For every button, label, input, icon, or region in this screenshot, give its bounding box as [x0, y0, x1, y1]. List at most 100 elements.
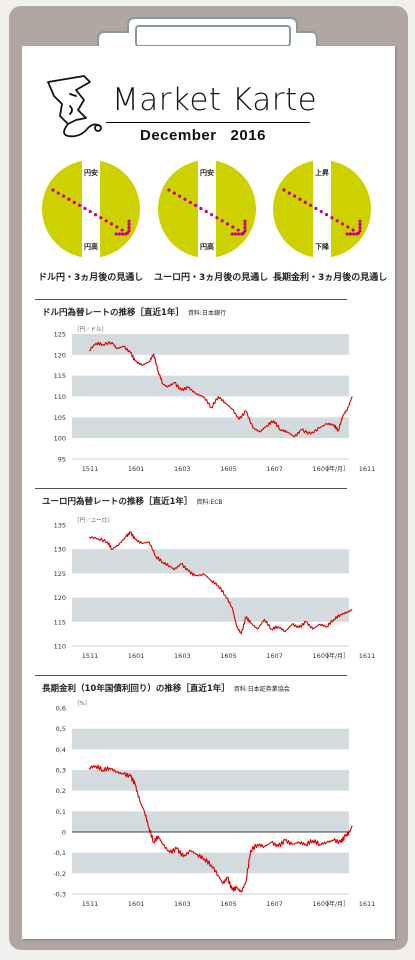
grid-band: [72, 375, 349, 397]
forecast-caption-eurjpy: ユーロ円・3ヵ月後の見通し: [154, 273, 269, 283]
y-tick-label: 0,1: [56, 808, 66, 816]
x-tick-label: 1605: [220, 652, 237, 660]
forecast-arrow-dot: [282, 188, 286, 192]
arrow-up-icon: [313, 152, 331, 158]
forecast-arrow-dot: [287, 191, 291, 195]
page-subtitle: December 2016: [140, 127, 266, 144]
title-rule: [106, 122, 310, 123]
forecast-arrow-dot: [236, 228, 240, 232]
forecast-arrow-dot: [183, 197, 187, 201]
x-tick-label: 1601: [128, 465, 145, 473]
forecast-arrowhead-dot: [348, 232, 352, 236]
forecast-arrow-dot: [225, 222, 230, 226]
forecast-arrowhead-dot: [243, 226, 247, 230]
y-tick-label: 0,5: [56, 725, 66, 733]
forecast-arrowhead-dot: [237, 232, 241, 236]
x-tick-label: 1601: [128, 652, 145, 660]
forecast-arrowhead-dot: [127, 229, 131, 233]
forecast-arrow-dot: [115, 225, 119, 229]
forecast-arrow-dot: [199, 206, 203, 211]
forecast-arrow-dot: [109, 222, 114, 226]
forecast-bottom-label: 円高: [84, 242, 98, 251]
x-tick-label: 1611: [359, 465, 376, 473]
y-tick-label: 0,2: [56, 787, 66, 795]
arrow-down-icon: [82, 262, 100, 268]
forecast-arrow-dot: [303, 200, 307, 204]
x-tick-label: 1607: [266, 900, 283, 908]
y-tick-label: -0,3: [53, 891, 66, 899]
x-unit-label: ［年/月］: [323, 652, 349, 660]
forecast-arrow-dot: [83, 206, 87, 211]
forecast-arrow-dot: [319, 209, 323, 214]
grid-band: [72, 597, 349, 622]
forecast-arrow-dot: [62, 194, 66, 198]
x-tick-label: 1605: [220, 900, 237, 908]
forecast-arrowhead-dot: [358, 229, 362, 233]
forecast-arrowhead-dot: [358, 222, 362, 226]
forecast-arrow-dot: [220, 219, 224, 223]
forecast-arrowhead-dot: [345, 232, 349, 236]
forecast-arrow-dot: [215, 216, 219, 220]
forecast-arrow-dot: [330, 216, 334, 220]
chart-source: 資料:日本銀行: [187, 310, 226, 317]
forecast-axis-bar: [82, 158, 100, 262]
x-unit-label: ［年/月］: [323, 900, 349, 908]
forecast-arrow-dot: [167, 188, 171, 192]
forecast-arrow-dot: [172, 191, 176, 195]
forecast-arrowhead-dot: [117, 232, 121, 236]
forecast-arrowhead-dot: [121, 232, 125, 236]
x-tick-label: 1511: [82, 652, 99, 660]
forecast-arrow-dot: [340, 222, 345, 226]
x-tick-label: 1603: [174, 652, 191, 660]
forecast-arrow-dot: [104, 219, 108, 223]
forecast-arrowhead-dot: [243, 219, 247, 223]
y-tick-label: -0,1: [53, 849, 66, 857]
y-tick-label: 115: [54, 372, 66, 380]
forecast-arrow-dot: [194, 203, 198, 207]
forecast-arrow-dot: [93, 213, 98, 217]
forecast-top-label: 上昇: [315, 168, 329, 177]
forecast-arrow-dot: [324, 213, 329, 217]
chart-eurjpy: 110 115 120 125 130 135 ［円／ユーロ］ 1511 1601 1603 160…: [54, 517, 376, 660]
chart-source: 資料:ECB: [196, 499, 223, 506]
x-tick-label: 1603: [174, 465, 191, 473]
forecast-arrow-dot: [88, 209, 92, 214]
forecast-arrowhead-dot: [233, 232, 237, 236]
y-tick-label: 135: [54, 522, 66, 530]
forecast-axis-bar: [313, 158, 331, 262]
y-tick-label: 95: [58, 456, 66, 464]
y-tick-label: 125: [54, 331, 66, 339]
arrow-up-icon: [82, 152, 100, 158]
y-tick-label: 110: [54, 643, 66, 651]
forecast-arrow-dot: [351, 228, 355, 232]
x-tick-label: 1511: [82, 465, 99, 473]
forecast-arrowhead-dot: [124, 232, 128, 236]
grid-band: [72, 811, 349, 832]
y-unit-label: ［%］: [74, 700, 90, 707]
forecast-arrowhead-dot: [358, 219, 362, 223]
y-tick-label: 0,6: [56, 705, 66, 713]
forecast-arrow-dot: [335, 219, 339, 223]
forecast-arrowhead-dot: [243, 222, 247, 226]
forecast-arrow-dot: [188, 200, 192, 204]
forecast-arrow-dot: [78, 203, 82, 207]
grid-band: [72, 549, 349, 574]
x-tick-label: 1605: [220, 465, 237, 473]
x-tick-label: 1607: [266, 465, 283, 473]
forecast-arrow-dot: [231, 225, 235, 229]
forecast-arrowhead-dot: [352, 232, 356, 236]
chart-usdjpy: 95 100 105 110 115 120 125 ［円／ドル］ 1511 1601 1603 16…: [54, 326, 376, 473]
x-tick-label: 1607: [266, 652, 283, 660]
forecast-top-label: 円安: [84, 168, 98, 177]
face-profile-icon: [47, 75, 102, 138]
y-unit-label: ［円／ユーロ］: [74, 517, 113, 524]
forecast-top-label: 円安: [200, 168, 214, 177]
x-tick-label: 1611: [359, 900, 376, 908]
page-title: Market Karte: [112, 82, 318, 118]
section-divider: [35, 299, 347, 300]
x-tick-label: 1511: [82, 900, 99, 908]
y-tick-label: 125: [54, 570, 66, 578]
x-tick-label: 1609: [313, 900, 330, 908]
forecast-arrowhead-dot: [127, 222, 131, 226]
